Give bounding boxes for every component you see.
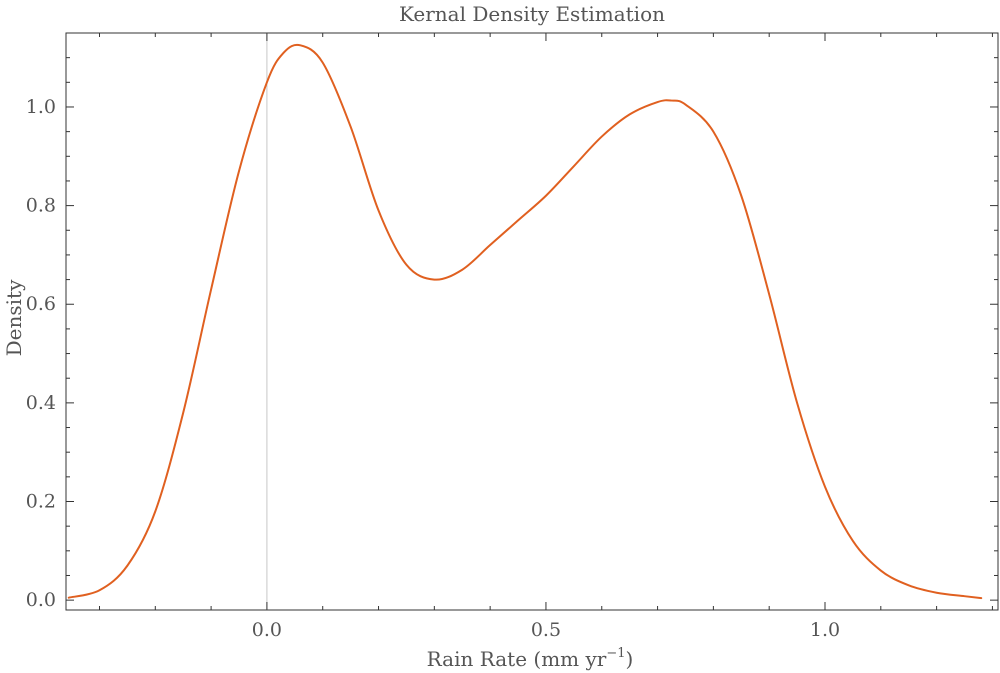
x-axis-label: Rain Rate (mm yr−1) bbox=[427, 646, 634, 671]
y-tick-label: 0.4 bbox=[26, 392, 56, 414]
density-curve bbox=[67, 43, 983, 600]
y-tick-label: 1.0 bbox=[26, 96, 56, 118]
x-axis: 0.0 0.5 1.0 bbox=[98, 33, 993, 641]
x-tick-label: 0.5 bbox=[531, 619, 561, 641]
plot-area bbox=[65, 32, 999, 611]
y-tick-label: 0.0 bbox=[26, 589, 56, 611]
chart-title: Kernal Density Estimation bbox=[399, 2, 665, 26]
series-layer bbox=[67, 43, 983, 600]
plot-frame bbox=[65, 32, 999, 611]
y-tick-label: 0.8 bbox=[26, 195, 56, 217]
y-tick-label: 0.2 bbox=[26, 491, 56, 513]
y-tick-label: 0.6 bbox=[26, 293, 56, 315]
x-tick-label: 1.0 bbox=[810, 619, 840, 641]
y-axis-label: Density bbox=[2, 279, 26, 356]
y-axis: 0.0 0.2 0.4 0.6 0.8 1.0 bbox=[26, 57, 998, 611]
x-tick-label: 0.0 bbox=[252, 619, 282, 641]
